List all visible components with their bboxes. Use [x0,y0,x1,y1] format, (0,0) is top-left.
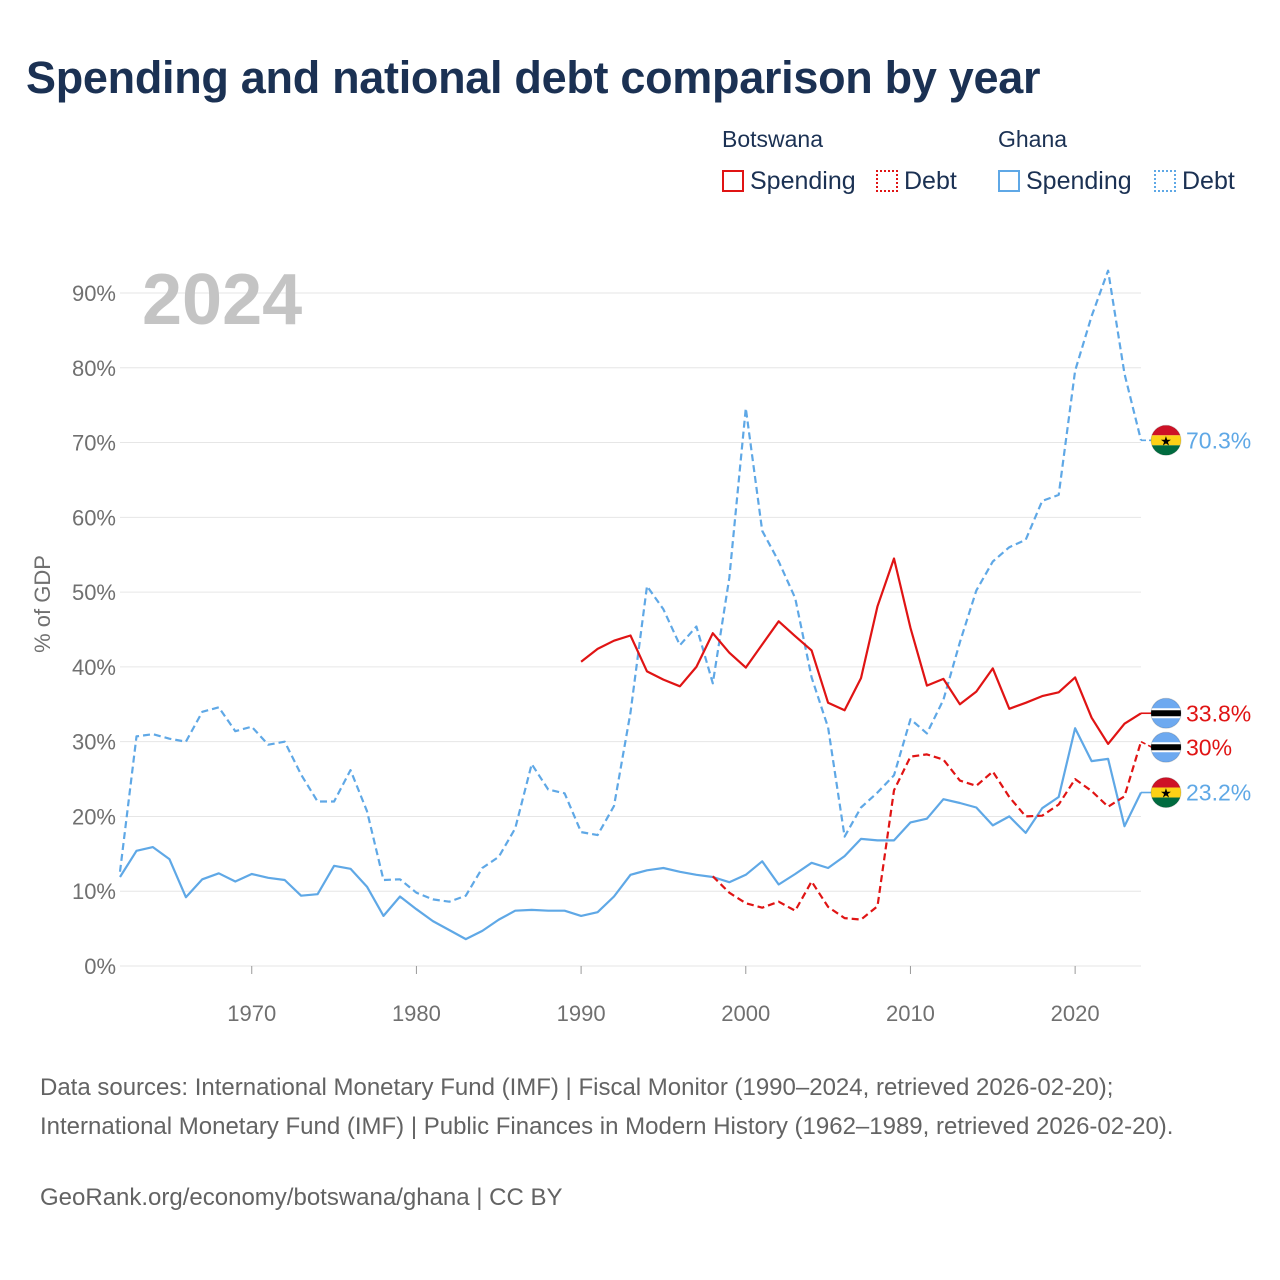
credit-link[interactable]: GeoRank.org/economy/botswana/ghana | CC … [40,1184,563,1211]
legend-label: Spending [1026,166,1132,195]
x-tick-label: 1970 [227,1001,276,1026]
end-label-botswana-debt: 30% [1186,734,1232,760]
legend-group-botswana: Botswana [722,126,824,152]
end-labels: ★ 70.3% 33.8% 30% ★ 23.2% [1140,424,1251,809]
series-lines [118,269,1143,941]
y-tick-label: 30% [72,730,116,755]
star-icon: ★ [1160,434,1172,449]
legend-label: Spending [750,166,856,195]
grid-lines [120,292,1141,967]
end-label-ghana-debt: 70.3% [1186,427,1251,453]
y-tick-label: 50% [72,580,116,605]
legend-label: Debt [1182,166,1235,195]
y-axis-title: % of GDP [30,555,55,653]
x-tick-label: 2000 [721,1001,770,1026]
legend-swatch-solid-icon [722,170,744,192]
y-axis: 0% 10% 20% 30% 40% 50% 60% 70% 80% 90% [72,281,116,979]
y-tick-label: 0% [84,954,116,979]
botswana-flag-icon [1151,698,1181,729]
legend-item-ghana-debt[interactable]: Debt [1154,166,1235,196]
legend-swatch-solid-icon [998,170,1020,192]
series-line-ghana-spending [119,727,1142,941]
legend-item-botswana-spending[interactable]: Spending [722,166,856,196]
y-tick-label: 40% [72,655,116,680]
y-tick-label: 80% [72,356,116,381]
botswana-flag-icon [1151,732,1181,763]
y-tick-label: 60% [72,505,116,530]
legend-group-ghana: Ghana [998,126,1068,152]
y-tick-label: 20% [72,804,116,829]
x-tick-label: 1990 [557,1001,606,1026]
legend-item-botswana-debt[interactable]: Debt [876,166,957,196]
year-watermark: 2024 [142,260,302,340]
x-tick-label: 2010 [886,1001,935,1026]
legend-label: Debt [904,166,957,195]
data-sources: Data sources: International Monetary Fun… [40,1074,1174,1140]
ghana-flag-icon: ★ [1151,425,1181,456]
series-line-botswana-debt [712,741,1143,921]
y-tick-label: 10% [72,879,116,904]
y-tick-label: 70% [72,431,116,456]
star-icon: ★ [1160,787,1172,802]
label-connector [1140,740,1153,748]
chart-title: Spending and national debt comparison by… [26,52,1041,103]
x-tick-label: 2020 [1051,1001,1100,1026]
y-tick-label: 90% [72,281,116,306]
x-tick-label: 1980 [392,1001,441,1026]
line-chart: 2024 0%10%20%30%40%50%60%70%80%90% 1970 1… [30,260,1251,1026]
series-line-ghana-debt [118,269,1143,903]
x-axis: 1970 1980 1990 2000 2010 2020 [227,966,1100,1026]
ghana-flag-icon: ★ [1151,777,1181,808]
series-line-botswana-spending [580,557,1142,745]
legend-swatch-dotted-icon [876,170,898,192]
legend-item-ghana-spending[interactable]: Spending [998,166,1132,196]
end-label-botswana-spending: 33.8% [1186,700,1251,726]
end-label-ghana-spending: 23.2% [1186,780,1251,806]
legend-swatch-dotted-icon [1154,170,1176,192]
